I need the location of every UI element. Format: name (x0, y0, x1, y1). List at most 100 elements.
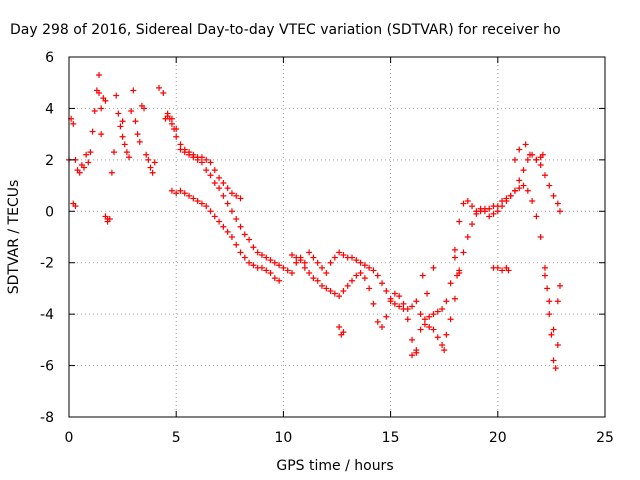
data-point (336, 249, 343, 256)
data-point (177, 187, 184, 194)
data-point (409, 303, 416, 310)
data-point (417, 326, 424, 333)
data-point (173, 133, 180, 140)
data-point (353, 272, 360, 279)
data-point (537, 234, 544, 240)
data-point (374, 318, 381, 325)
x-tick-label: 15 (382, 430, 400, 446)
data-point (327, 288, 334, 294)
data-point (424, 290, 431, 297)
y-tick-label: -4 (40, 307, 54, 323)
data-point (516, 185, 523, 192)
y-tick-label: 4 (45, 101, 54, 117)
grid-lines (69, 57, 605, 417)
data-point (91, 108, 98, 114)
data-point (228, 234, 235, 240)
data-point (556, 282, 563, 289)
data-point (203, 156, 210, 163)
data-point (522, 141, 529, 148)
data-point (271, 259, 278, 266)
data-point (366, 264, 373, 271)
data-point (361, 275, 368, 282)
data-point (361, 262, 368, 269)
data-point (207, 159, 214, 166)
data-point (421, 321, 428, 328)
data-point (85, 159, 92, 166)
data-point (460, 200, 467, 207)
data-point (96, 72, 103, 78)
data-point (216, 185, 223, 192)
data-point (379, 280, 386, 287)
data-point (306, 270, 313, 276)
data-point (434, 308, 441, 315)
data-point (123, 149, 130, 156)
data-point (349, 277, 356, 284)
data-point (413, 298, 420, 305)
data-point (168, 120, 175, 127)
data-point (503, 198, 510, 204)
data-point (293, 254, 300, 261)
data-point (451, 246, 458, 253)
data-point (96, 90, 103, 96)
data-point (186, 192, 193, 199)
y-tick-label: -8 (40, 410, 54, 426)
data-point (134, 131, 141, 138)
data-point (481, 208, 488, 215)
data-point (258, 264, 265, 271)
data-point (233, 192, 240, 199)
x-tick-label: 0 (65, 430, 74, 446)
data-point (374, 272, 381, 279)
data-points (66, 72, 563, 372)
data-point (198, 154, 205, 161)
data-point (267, 257, 274, 264)
data-point (331, 290, 338, 297)
y-tick-label: 2 (45, 153, 54, 169)
data-point (186, 149, 193, 156)
data-point (539, 151, 546, 158)
data-point (89, 128, 96, 135)
data-point (520, 167, 527, 174)
data-point (340, 329, 347, 336)
data-point (263, 267, 270, 274)
data-point (409, 336, 416, 343)
data-point (546, 298, 553, 305)
plot-frame (68, 56, 606, 418)
data-point (323, 285, 330, 292)
data-point (340, 252, 347, 258)
data-point (310, 275, 317, 282)
data-point (464, 234, 471, 240)
data-point (383, 313, 390, 320)
data-point (117, 123, 124, 130)
data-point (417, 311, 424, 318)
data-point (136, 138, 143, 145)
data-point (430, 264, 437, 271)
data-point (147, 164, 154, 171)
data-point (357, 259, 364, 266)
data-point (486, 213, 493, 220)
data-point (511, 187, 518, 194)
data-point (216, 218, 223, 225)
data-point (439, 306, 446, 312)
data-point (516, 177, 523, 184)
data-point (546, 311, 553, 318)
data-point (469, 221, 476, 228)
data-point (276, 277, 283, 284)
data-point (552, 365, 559, 372)
data-point (293, 259, 300, 266)
data-point (130, 87, 137, 94)
data-point (220, 192, 227, 199)
data-point (541, 272, 548, 279)
x-tick-label: 25 (596, 430, 614, 446)
data-point (554, 200, 561, 207)
data-point (505, 267, 512, 274)
data-point (224, 228, 231, 235)
data-point (301, 259, 308, 266)
x-tick-labels: 0 5 10 15 20 25 (65, 430, 614, 446)
data-point (554, 298, 561, 305)
data-point (228, 190, 235, 197)
data-point (426, 324, 433, 330)
data-point (121, 141, 128, 148)
data-point (366, 285, 373, 292)
data-point (404, 316, 411, 323)
